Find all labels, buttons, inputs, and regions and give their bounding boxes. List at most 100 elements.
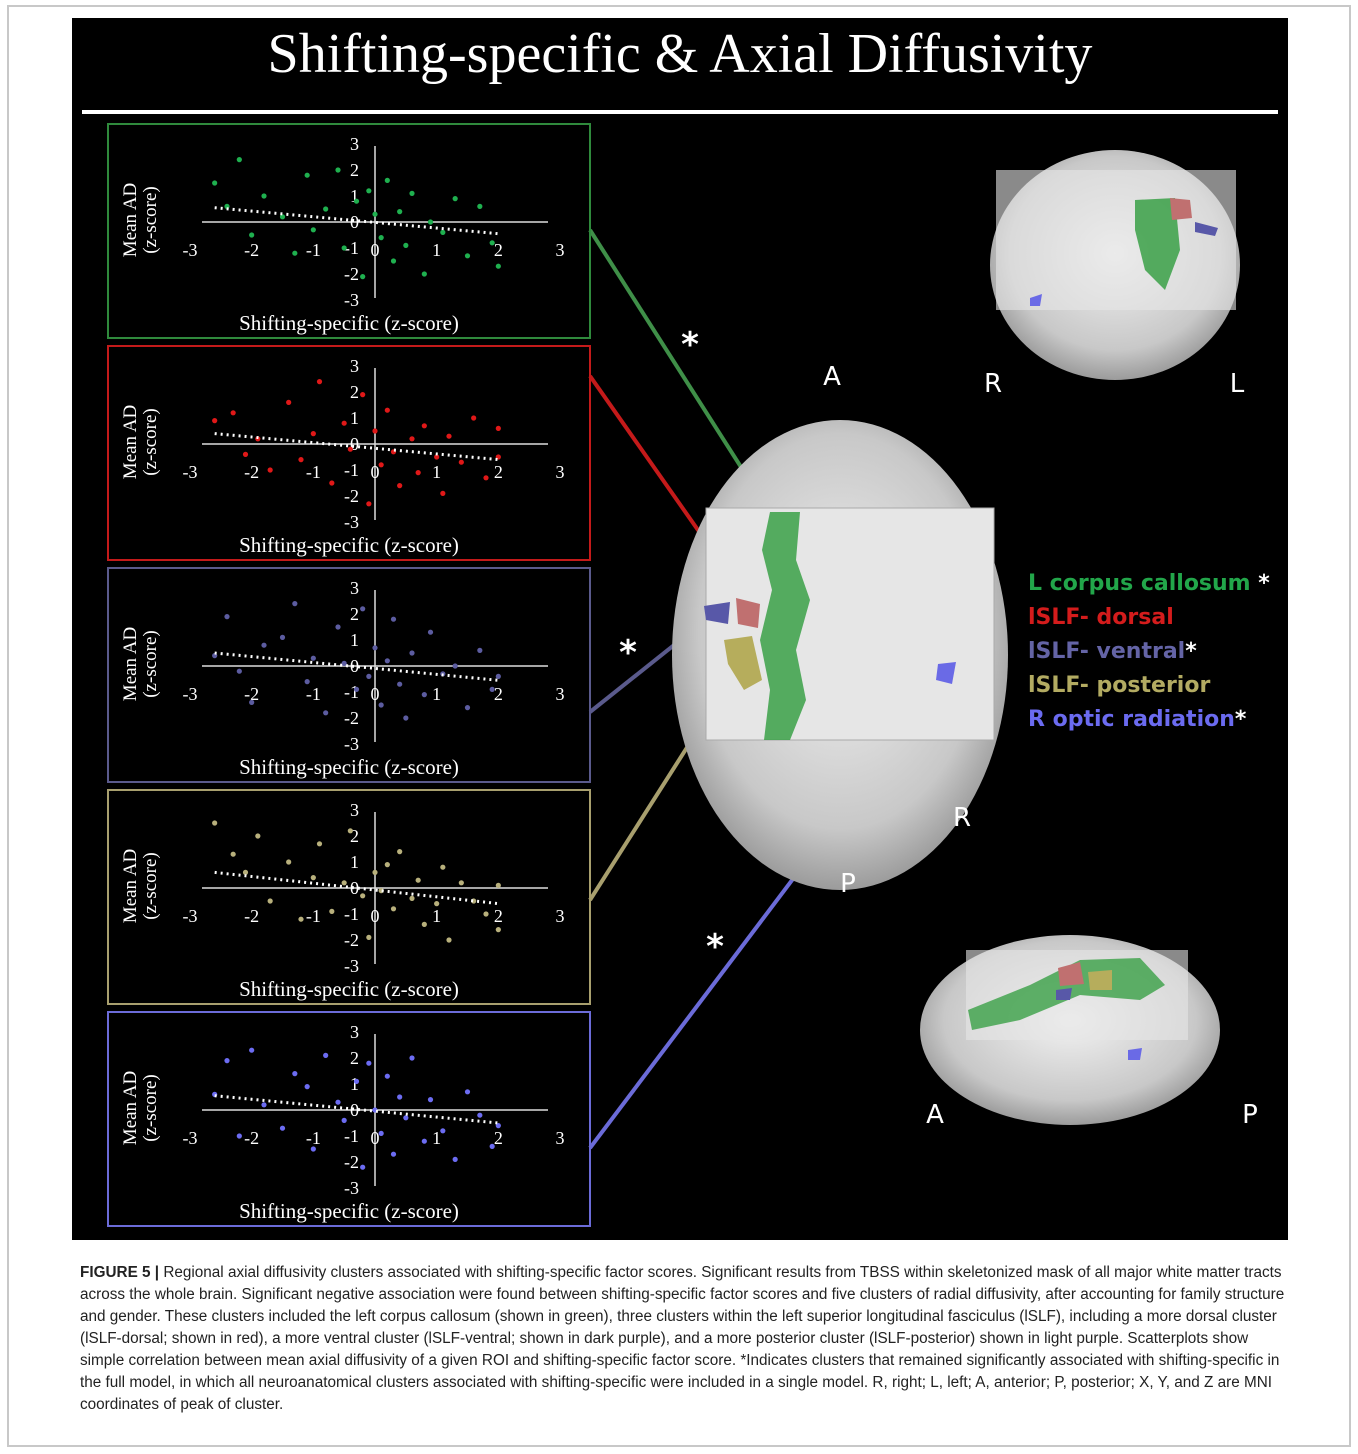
- y-tick-label: -1: [344, 1126, 359, 1146]
- data-point: [280, 635, 285, 640]
- data-point: [292, 601, 297, 606]
- orientation-label: R: [984, 369, 1002, 399]
- x-tick-label: 3: [556, 906, 565, 926]
- data-point: [311, 431, 316, 436]
- data-point: [243, 870, 248, 875]
- legend-star: *: [1185, 639, 1197, 664]
- data-point: [391, 906, 396, 911]
- x-tick-label: 1: [432, 1128, 441, 1148]
- y-axis-label: (z-score): [140, 186, 161, 254]
- y-tick-label: -2: [344, 264, 359, 284]
- data-point: [212, 418, 217, 423]
- y-axis-label: Mean AD: [120, 627, 141, 701]
- data-point: [372, 645, 377, 650]
- data-point: [372, 870, 377, 875]
- data-point: [342, 880, 347, 885]
- data-point: [379, 462, 384, 467]
- data-point: [335, 1100, 340, 1105]
- x-tick-label: 2: [494, 1128, 503, 1148]
- data-point: [440, 230, 445, 235]
- data-point: [440, 491, 445, 496]
- sagittal-brain: [920, 935, 1220, 1125]
- data-point: [428, 630, 433, 635]
- x-tick-label: -1: [306, 462, 321, 482]
- y-tick-label: -1: [344, 460, 359, 480]
- y-tick-label: 3: [350, 356, 359, 376]
- y-tick-label: -2: [344, 708, 359, 728]
- x-tick-label: -3: [183, 1128, 198, 1148]
- data-point: [311, 656, 316, 661]
- data-point: [477, 648, 482, 653]
- caption: FIGURE 5 | Regional axial diffusivity cl…: [80, 1262, 1285, 1416]
- y-axis-label: (z-score): [140, 852, 161, 920]
- x-axis-label: Shifting-specific (z-score): [239, 977, 459, 1001]
- data-point: [360, 1165, 365, 1170]
- x-tick-label: 0: [371, 1128, 380, 1148]
- data-point: [385, 862, 390, 867]
- data-point: [409, 650, 414, 655]
- legend-label: L corpus callosum: [1028, 571, 1251, 596]
- data-point: [459, 460, 464, 465]
- data-point: [280, 1126, 285, 1131]
- y-tick-label: 3: [350, 800, 359, 820]
- data-point: [360, 893, 365, 898]
- y-tick-label: 0: [350, 656, 359, 676]
- y-tick-label: 0: [350, 1100, 359, 1120]
- data-point: [409, 191, 414, 196]
- data-point: [366, 674, 371, 679]
- data-point: [212, 820, 217, 825]
- y-tick-label: 2: [350, 160, 359, 180]
- orientation-label: P: [840, 869, 856, 899]
- y-axis-label: (z-score): [140, 1074, 161, 1142]
- x-tick-label: 3: [556, 462, 565, 482]
- figure: Shifting-specific & Axial Diffusivity A: [0, 0, 1358, 1454]
- data-point: [422, 692, 427, 697]
- legend-label: lSLF- ventral: [1028, 639, 1185, 664]
- data-point: [416, 470, 421, 475]
- y-tick-label: 2: [350, 1048, 359, 1068]
- y-axis-label: Mean AD: [120, 405, 141, 479]
- data-point: [261, 193, 266, 198]
- data-point: [483, 911, 488, 916]
- significance-star: *: [681, 325, 699, 365]
- data-point: [490, 687, 495, 692]
- data-point: [342, 245, 347, 250]
- data-point: [298, 917, 303, 922]
- data-point: [391, 258, 396, 263]
- data-point: [249, 700, 254, 705]
- x-tick-label: -2: [244, 462, 259, 482]
- data-point: [224, 614, 229, 619]
- y-tick-label: -3: [344, 512, 359, 532]
- data-point: [237, 1133, 242, 1138]
- data-point: [311, 1146, 316, 1151]
- y-tick-label: 3: [350, 578, 359, 598]
- data-point: [477, 1113, 482, 1118]
- data-point: [255, 833, 260, 838]
- x-axis-label: Shifting-specific (z-score): [239, 1199, 459, 1223]
- data-point: [243, 452, 248, 457]
- orientation-label: L: [1230, 369, 1245, 399]
- figure-title: Shifting-specific & Axial Diffusivity: [268, 23, 1093, 85]
- data-point: [286, 400, 291, 405]
- data-point: [397, 209, 402, 214]
- data-point: [329, 480, 334, 485]
- x-tick-label: -1: [306, 906, 321, 926]
- data-point: [379, 1131, 384, 1136]
- y-tick-label: 1: [350, 408, 359, 428]
- data-point: [385, 178, 390, 183]
- data-point: [409, 896, 414, 901]
- caption-label: FIGURE 5 |: [80, 1264, 159, 1281]
- data-point: [391, 617, 396, 622]
- legend-label: lSLF- dorsal: [1028, 605, 1174, 630]
- y-axis-label: Mean AD: [120, 1071, 141, 1145]
- orientation-label: P: [1242, 1100, 1258, 1130]
- y-tick-label: 3: [350, 134, 359, 154]
- x-tick-label: 2: [494, 906, 503, 926]
- y-axis-label: (z-score): [140, 408, 161, 476]
- y-tick-label: 1: [350, 630, 359, 650]
- data-point: [440, 865, 445, 870]
- data-point: [379, 702, 384, 707]
- data-point: [391, 1152, 396, 1157]
- y-tick-label: 1: [350, 852, 359, 872]
- data-point: [428, 1097, 433, 1102]
